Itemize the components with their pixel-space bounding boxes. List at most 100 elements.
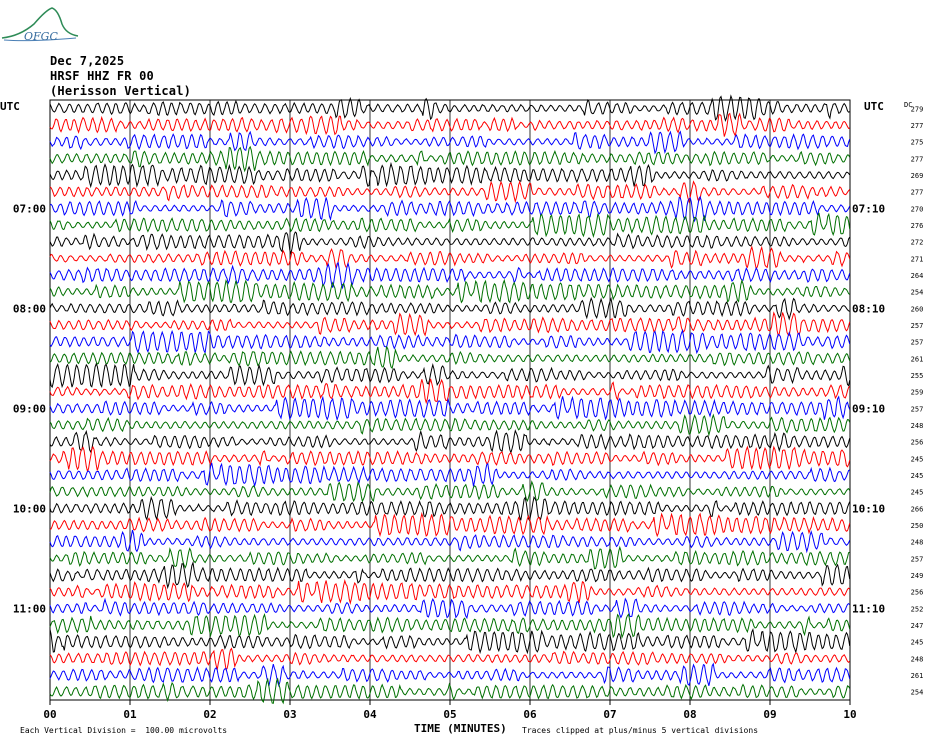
x-tick-label: 06 xyxy=(523,708,537,721)
right-hour-label: 07:10 xyxy=(852,202,885,215)
dc-offset-label: 245 xyxy=(911,489,924,497)
seismic-traces xyxy=(49,94,851,705)
trace-row xyxy=(49,647,851,671)
trace-row xyxy=(49,597,851,620)
dc-offset-label: 279 xyxy=(911,105,924,113)
dc-offset-label: 252 xyxy=(911,605,924,613)
dc-offset-label: 259 xyxy=(911,389,924,397)
dc-offset-label: 277 xyxy=(911,122,924,130)
trace-row xyxy=(49,495,851,523)
x-tick-label: 10 xyxy=(843,708,856,721)
x-tick-label: 08 xyxy=(683,708,696,721)
clipping-note: Traces clipped at plus/minus 5 vertical … xyxy=(522,726,759,735)
dc-offset-label: 245 xyxy=(911,455,924,463)
right-hour-label: 10:10 xyxy=(852,502,885,515)
dc-offset-label: 257 xyxy=(911,322,924,330)
trace-row xyxy=(49,328,851,355)
trace-row xyxy=(49,180,851,204)
x-tick-label: 02 xyxy=(203,708,216,721)
trace-row xyxy=(49,130,851,155)
trace-row xyxy=(49,613,851,640)
trace-row xyxy=(49,112,850,138)
ofgc-logo: OFGC xyxy=(1,7,79,43)
dc-offset-label: 257 xyxy=(911,339,924,347)
dc-offset-label: 255 xyxy=(911,372,924,380)
dc-offset-label: 247 xyxy=(911,622,924,630)
dc-offset-label: 254 xyxy=(911,689,924,697)
dc-offset-label: 257 xyxy=(911,555,924,563)
trace-row xyxy=(49,429,851,455)
trace-row xyxy=(49,261,851,290)
right-hour-label: 08:10 xyxy=(852,302,885,315)
dc-offset-label: 276 xyxy=(911,222,924,230)
dc-offset-label: 248 xyxy=(911,422,924,430)
dc-header-label: DC xyxy=(904,101,912,109)
left-hour-label: 10:00 xyxy=(13,502,46,515)
trace-row xyxy=(49,545,850,570)
dc-offset-label: 256 xyxy=(911,439,924,447)
dc-offset-label: 277 xyxy=(911,155,924,163)
dc-offset-label: 254 xyxy=(911,289,924,297)
dc-offset-label: 249 xyxy=(911,572,924,580)
dc-offset-label: 248 xyxy=(911,655,924,663)
trace-row xyxy=(49,94,850,123)
left-utc-label: UTC xyxy=(0,100,20,113)
x-tick-label: 04 xyxy=(363,708,377,721)
trace-row xyxy=(49,161,851,189)
dc-offset-label: 266 xyxy=(911,505,924,513)
left-hour-label: 11:00 xyxy=(13,602,46,615)
dc-offset-label: 245 xyxy=(911,472,924,480)
dc-offset-label: 245 xyxy=(911,639,924,647)
trace-row xyxy=(49,362,851,389)
trace-row xyxy=(49,529,851,554)
dc-offset-label: 277 xyxy=(911,189,924,197)
trace-row xyxy=(49,145,851,173)
trace-row xyxy=(49,511,851,538)
date-label: Dec 7,2025 xyxy=(50,54,125,68)
trace-row xyxy=(49,462,850,488)
dc-offset-label: 270 xyxy=(911,205,924,213)
dc-offset-label: 261 xyxy=(911,355,924,363)
axis-labels: 00 01 02 03 04 05 06 07 08 09 10 279 277 275 277 269 277… xyxy=(0,100,923,721)
dc-offset-label: 271 xyxy=(911,255,924,263)
trace-row xyxy=(49,245,851,271)
dc-offset-label: 256 xyxy=(911,589,924,597)
dc-offset-label: 250 xyxy=(911,522,924,530)
trace-row xyxy=(49,627,851,655)
right-hour-label: 11:10 xyxy=(852,602,885,615)
trace-row xyxy=(49,560,851,590)
dc-offset-label: 260 xyxy=(911,305,924,313)
trace-row xyxy=(49,413,851,437)
trace-row xyxy=(49,378,851,405)
left-hour-label: 09:00 xyxy=(13,402,46,415)
left-hour-label: 07:00 xyxy=(13,202,46,215)
trace-row xyxy=(49,311,851,337)
trace-row xyxy=(49,231,851,256)
trace-row xyxy=(49,212,851,238)
dc-offset-label: 264 xyxy=(911,272,924,280)
trace-row xyxy=(49,662,851,688)
dc-offset-label: 275 xyxy=(911,139,924,147)
trace-row xyxy=(49,296,850,321)
x-tick-label: 05 xyxy=(443,708,456,721)
trace-row xyxy=(49,578,851,605)
dc-offset-label: 257 xyxy=(911,405,924,413)
right-utc-label: UTC xyxy=(864,100,884,113)
trace-row xyxy=(49,345,851,370)
x-tick-label: 07 xyxy=(603,708,616,721)
logo-text: OFGC xyxy=(24,30,58,43)
right-hour-label: 09:10 xyxy=(852,402,885,415)
dc-offset-label: 261 xyxy=(911,672,924,680)
trace-row xyxy=(49,395,851,422)
trace-row xyxy=(49,445,851,473)
location-label: (Herisson Vertical) xyxy=(50,84,192,98)
trace-row xyxy=(49,195,851,223)
dc-offset-label: 272 xyxy=(911,239,924,247)
trace-row xyxy=(49,278,850,304)
left-hour-label: 08:00 xyxy=(13,302,46,315)
trace-row xyxy=(49,480,851,503)
x-tick-label: 01 xyxy=(123,708,137,721)
x-tick-label: 03 xyxy=(283,708,296,721)
trace-row xyxy=(49,677,851,705)
